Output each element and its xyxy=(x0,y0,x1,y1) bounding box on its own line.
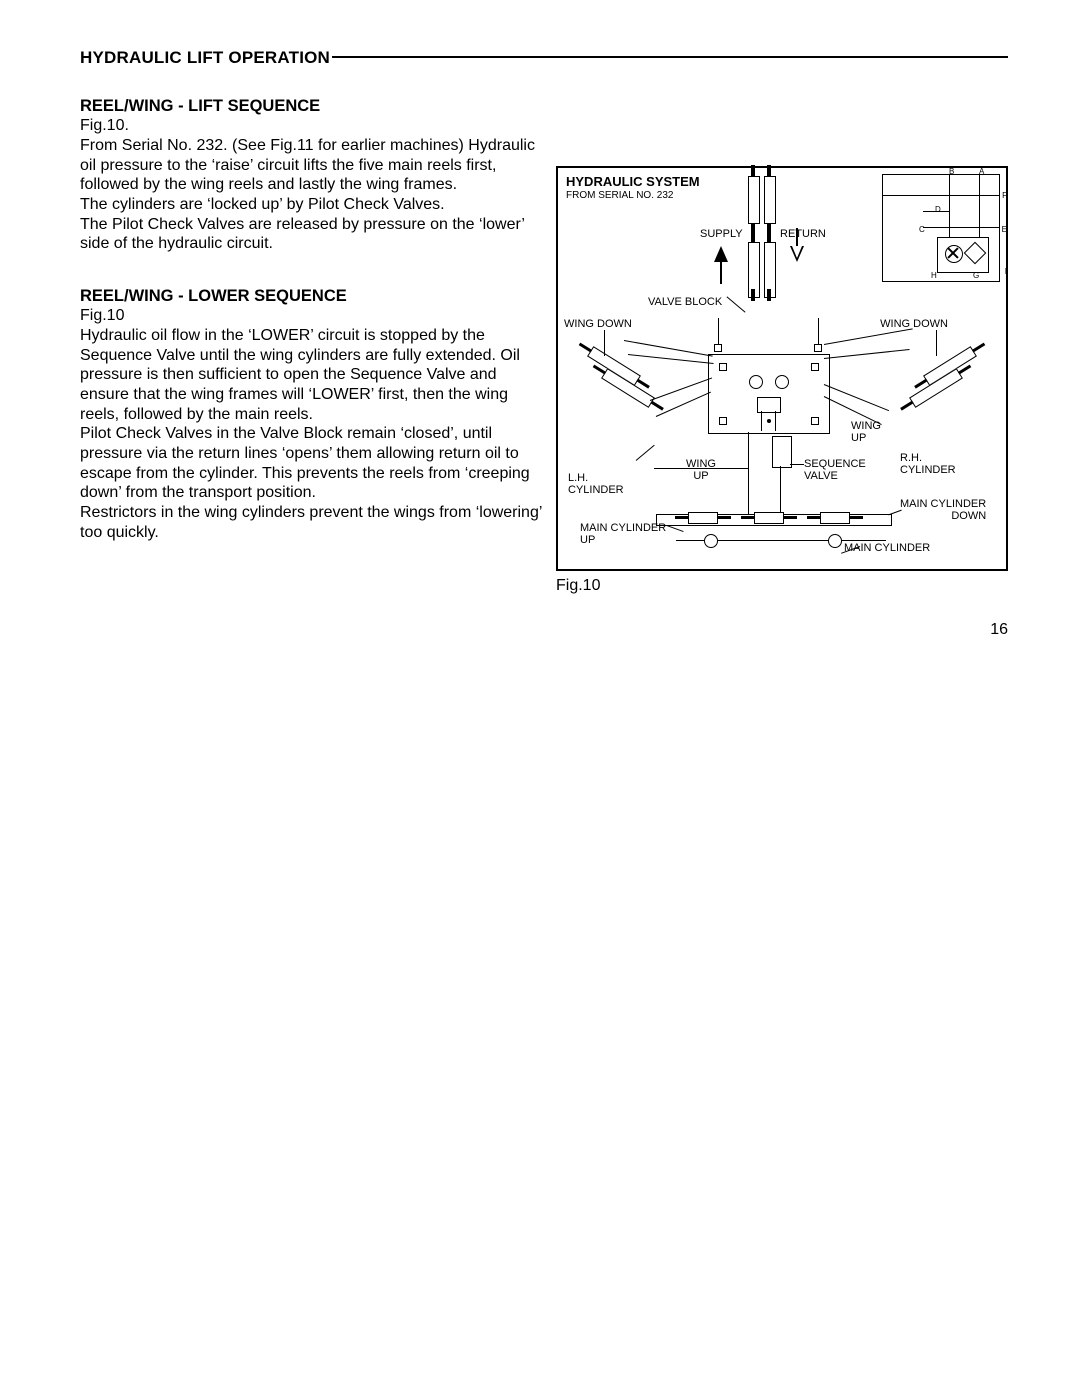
valve-block xyxy=(708,354,830,434)
section-header: HYDRAULIC LIFT OPERATION xyxy=(80,48,1008,68)
subhead-lower: REEL/WING - LOWER SEQUENCE xyxy=(80,286,544,306)
text-column: REEL/WING - LIFT SEQUENCE Fig.10. From S… xyxy=(80,96,544,542)
schem-i: I xyxy=(1005,267,1007,276)
schem-e: E xyxy=(1002,225,1007,234)
label-lh-cyl: L.H. CYLINDER xyxy=(568,472,624,496)
main-cyl-3 xyxy=(820,512,850,524)
feed-cyl-3 xyxy=(748,242,760,298)
para-lift-3: The Pilot Check Valves are released by p… xyxy=(80,215,544,254)
label-main-down: MAIN CYLINDER DOWN xyxy=(900,498,986,522)
label-valve-block: VALVE BLOCK xyxy=(648,296,722,308)
schem-h: H xyxy=(931,271,937,280)
label-seq-valve: SEQUENCE VALVE xyxy=(804,458,866,482)
subhead-lift: REEL/WING - LIFT SEQUENCE xyxy=(80,96,544,116)
header-rule xyxy=(332,56,1008,58)
label-wing-up-r: WING UP xyxy=(851,420,881,444)
label-main-up: MAIN CYLINDER UP xyxy=(580,522,666,546)
figure-column: HYDRAULIC SYSTEM FROM SERIAL NO. 232 B A… xyxy=(556,96,1008,595)
schem-d: D xyxy=(935,205,941,214)
main-cyl-2 xyxy=(754,512,784,524)
feed-cyl-2 xyxy=(764,176,776,224)
label-wing-up-l: WING UP xyxy=(686,458,716,482)
fig-ref-2: Fig.10 xyxy=(80,306,544,326)
para-lower-2: Pilot Check Valves in the Valve Block re… xyxy=(80,424,544,503)
hydraulic-diagram: HYDRAULIC SYSTEM FROM SERIAL NO. 232 B A… xyxy=(556,166,1008,571)
feed-cyl-1 xyxy=(748,176,760,224)
figure-caption: Fig.10 xyxy=(556,577,1008,595)
label-return: RETURN xyxy=(780,228,826,240)
label-wing-down-r: WING DOWN xyxy=(880,318,948,330)
diagram-title: HYDRAULIC SYSTEM xyxy=(566,174,700,189)
label-rh-cyl: R.H. CYLINDER xyxy=(900,452,956,476)
para-lower-3: Restrictors in the wing cylinders preven… xyxy=(80,503,544,542)
label-wing-down-l: WING DOWN xyxy=(564,318,632,330)
schematic-box: B A F E I D C H G xyxy=(882,174,1000,282)
fig-ref-1: Fig.10. xyxy=(80,116,544,136)
page: HYDRAULIC LIFT OPERATION REEL/WING - LIF… xyxy=(0,0,1080,679)
supply-arrow-icon xyxy=(714,246,728,262)
schem-f: F xyxy=(1002,191,1007,200)
page-number: 16 xyxy=(80,621,1008,639)
section-title: HYDRAULIC LIFT OPERATION xyxy=(80,48,330,68)
sequence-valve xyxy=(772,436,792,468)
content-columns: REEL/WING - LIFT SEQUENCE Fig.10. From S… xyxy=(80,96,1008,595)
para-lift-1: From Serial No. 232. (See Fig.11 for ear… xyxy=(80,136,544,195)
diagram-subtitle: FROM SERIAL NO. 232 xyxy=(566,190,673,201)
label-supply: SUPPLY xyxy=(700,228,743,240)
main-cyl-1 xyxy=(688,512,718,524)
para-lower-1: Hydraulic oil flow in the ‘LOWER’ circui… xyxy=(80,326,544,424)
para-lift-2: The cylinders are ‘locked up’ by Pilot C… xyxy=(80,195,544,215)
feed-cyl-4 xyxy=(764,242,776,298)
